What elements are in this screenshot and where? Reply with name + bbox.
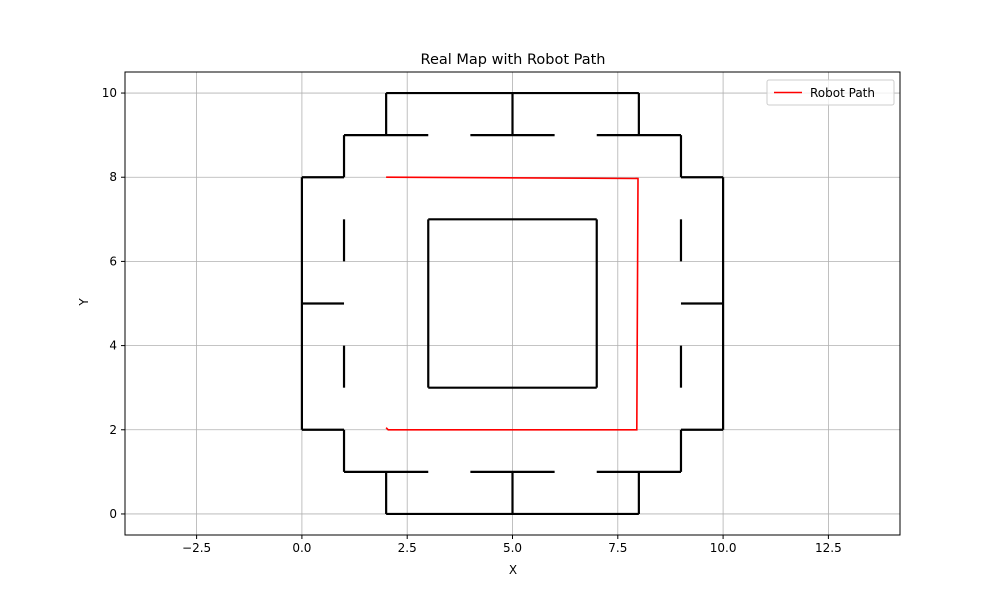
y-tick-label: 8 (109, 170, 117, 184)
x-tick-label: −2.5 (182, 541, 211, 555)
y-axis: 0 2 4 6 8 10 (102, 86, 125, 521)
y-tick-label: 2 (109, 423, 117, 437)
x-tick-label: 12.5 (815, 541, 842, 555)
series-robot-path (385, 176, 639, 431)
x-tick-label: 2.5 (398, 541, 417, 555)
chart-title: Real Map with Robot Path (421, 52, 606, 68)
y-tick-label: 0 (109, 507, 117, 521)
x-tick-label: 10.0 (710, 541, 737, 555)
y-axis-label: Y (77, 298, 91, 307)
legend: Robot Path (766, 79, 895, 106)
x-axis: −2.5 0.0 2.5 5.0 7.5 10.0 12.5 (182, 535, 842, 555)
legend-label-robot-path: Robot Path (810, 86, 875, 100)
y-tick-label: 4 (109, 339, 117, 353)
x-tick-label: 0.0 (292, 541, 311, 555)
series-layer (385, 176, 639, 431)
x-tick-label: 5.0 (503, 541, 522, 555)
grid (125, 72, 900, 535)
map-walls (300, 91, 725, 516)
y-tick-label: 6 (109, 254, 117, 268)
legend-box (766, 79, 895, 106)
y-tick-label: 10 (102, 86, 117, 100)
x-tick-label: 7.5 (608, 541, 627, 555)
x-axis-label: X (509, 563, 517, 577)
